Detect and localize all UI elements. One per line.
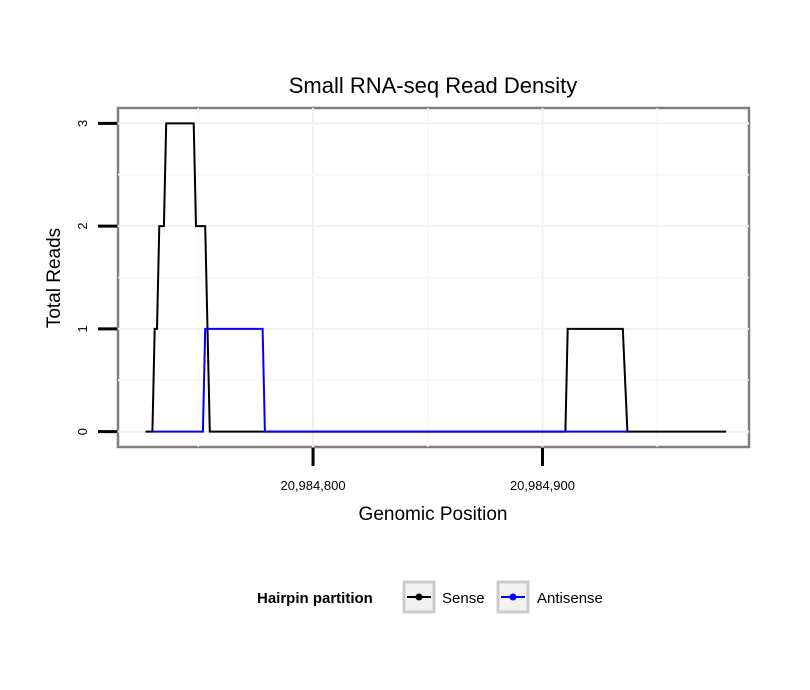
data-series [145,122,727,433]
x-axis: 20,984,800 20,984,900 [280,448,575,493]
y-tick-label: 1 [75,325,90,332]
plot-panel [116,106,751,449]
legend: Hairpin partition Sense Antisense [257,580,603,614]
series-line-sense [145,122,727,433]
chart-title: Small RNA-seq Read Density [289,73,578,98]
x-tick-label: 20,984,800 [280,478,345,493]
y-tick-label: 0 [75,428,90,435]
legend-title: Hairpin partition [257,590,373,607]
legend-sense-dot [415,593,423,601]
series-line-antisense [152,327,628,433]
y-axis-label: Total Reads [44,228,65,328]
y-tick-label: 2 [75,223,90,230]
legend-label-antisense: Antisense [537,590,603,607]
legend-antisense-dot [509,593,517,601]
y-axis: 0 1 2 3 [75,120,117,435]
x-axis-label: Genomic Position [359,504,508,525]
x-tick-label: 20,984,900 [510,478,575,493]
y-tick-label: 3 [75,120,90,127]
legend-label-sense: Sense [442,590,485,607]
